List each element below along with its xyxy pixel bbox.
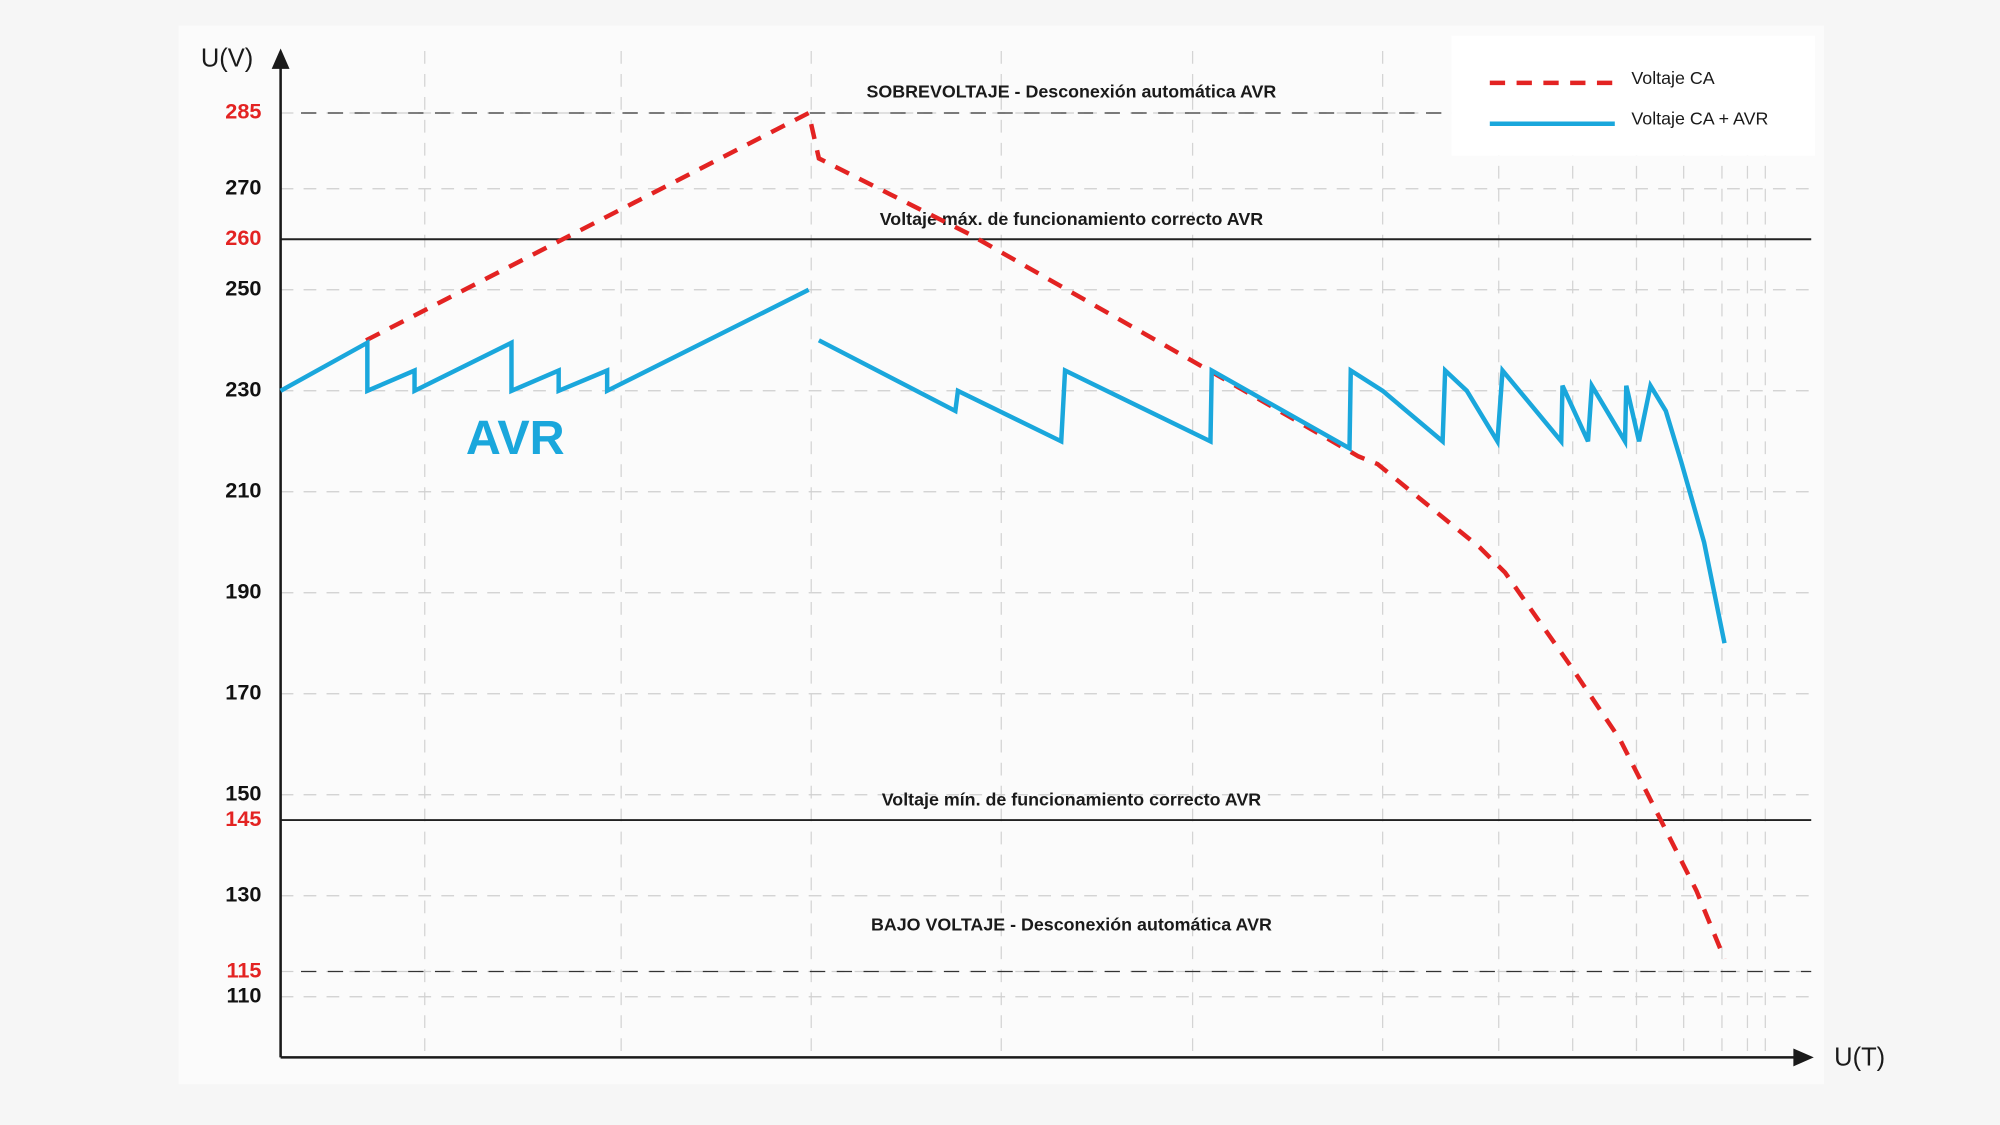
y-tick-label: 150 — [225, 781, 261, 806]
reference-label: SOBREVOLTAJE - Desconexión automática AV… — [867, 81, 1277, 101]
reference-label: Voltaje mín. de funcionamiento correcto … — [882, 790, 1262, 810]
y-tick-label: 260 — [225, 225, 261, 250]
y-tick-label: 170 — [225, 680, 261, 705]
y-tick-label: 270 — [225, 174, 261, 199]
x-axis-arrow — [1793, 1048, 1814, 1067]
reference-label: Voltaje máx. de funcionamiento correcto … — [880, 209, 1264, 229]
y-tick-label: 230 — [225, 377, 261, 402]
series-line — [279, 287, 810, 395]
y-axis-arrow — [271, 48, 290, 69]
legend-box — [1451, 35, 1816, 156]
y-axis-label: U(V) — [201, 45, 253, 73]
reference-label: BAJO VOLTAJE - Desconexión automática AV… — [871, 914, 1272, 934]
y-tick-label: 285 — [225, 99, 261, 124]
y-tick-label: 130 — [225, 882, 261, 907]
y-tick-label: 190 — [225, 579, 261, 604]
legend: Voltaje CA Voltaje CA + AVR — [1451, 35, 1816, 156]
y-tick-label: 250 — [225, 275, 261, 300]
y-tick-label: 210 — [225, 478, 261, 503]
x-axis-label: U(T) — [1834, 1043, 1885, 1071]
annotation: AVR — [466, 411, 565, 465]
y-tick-label: 145 — [225, 806, 261, 831]
y-tick-label: 110 — [227, 983, 262, 1008]
legend-label: Voltaje CA — [1631, 68, 1714, 88]
series-line — [365, 109, 1727, 960]
y-tick-label: 115 — [227, 957, 262, 982]
legend-label: Voltaje CA + AVR — [1631, 109, 1768, 129]
series-line — [817, 338, 1727, 644]
